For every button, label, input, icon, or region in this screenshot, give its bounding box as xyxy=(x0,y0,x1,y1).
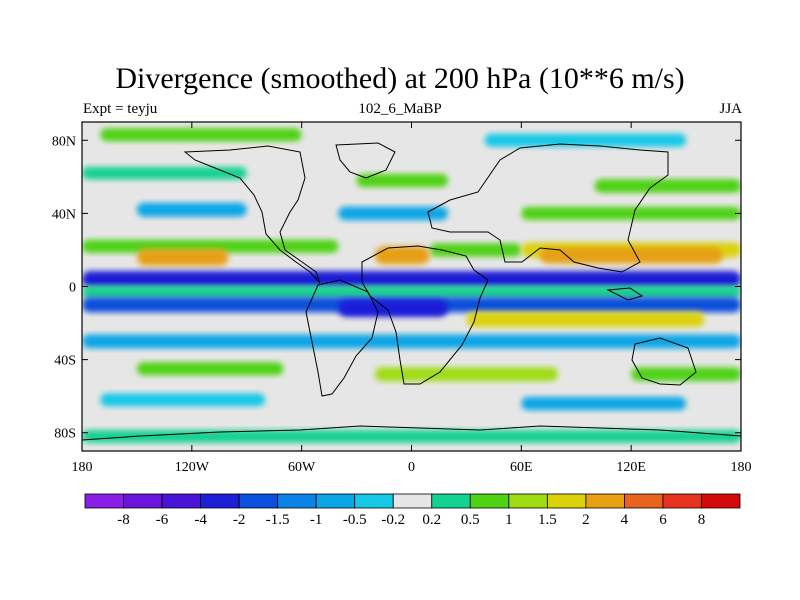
colorbar-label: -1.5 xyxy=(266,512,290,528)
colorbar-swatch xyxy=(392,493,433,509)
divergence-band-22 xyxy=(631,367,741,382)
colorbar-swatch xyxy=(200,493,240,509)
colorbar-swatch xyxy=(277,493,317,509)
colorbar-swatch xyxy=(161,493,201,509)
colorbar-label: 8 xyxy=(698,512,706,528)
colorbar-label: 1.5 xyxy=(538,512,557,528)
experiment-name-label: 102_6_MaBP xyxy=(358,101,442,117)
chart-title: Divergence (smoothed) at 200 hPa (10**6 … xyxy=(115,62,685,95)
divergence-band-9 xyxy=(429,243,522,257)
divergence-band-6 xyxy=(338,206,449,221)
x-tick-label: 120E xyxy=(616,460,646,475)
divergence-band-17 xyxy=(338,299,449,317)
divergence-band-24 xyxy=(521,396,687,411)
colorbar-label: 1 xyxy=(505,512,513,528)
colorbar-label: -4 xyxy=(194,512,207,528)
colorbar-label: 0.2 xyxy=(422,512,441,528)
y-tick-label: 80S xyxy=(54,427,76,442)
coastlines xyxy=(82,142,741,441)
colorbar: -8 -6 -4 -2 -1.5 -1 -0.5 -0.2 0.2 0.5 1 1.5 2 4 6 8 xyxy=(84,493,741,528)
colorbar-label: -0.5 xyxy=(343,512,367,528)
divergence-band-18 xyxy=(466,311,705,327)
y-axis: 80N 40N 0 40S 80S xyxy=(52,134,741,442)
divergence-band-0 xyxy=(100,128,302,142)
experiment-label: Expt = teyju xyxy=(83,101,158,117)
colorbar-label: -2 xyxy=(233,512,246,528)
colorbar-swatch xyxy=(469,493,510,509)
x-tick-label: 0 xyxy=(408,460,415,475)
colorbar-label: -8 xyxy=(117,512,130,528)
colorbar-label: 2 xyxy=(582,512,590,528)
colorbar-swatch xyxy=(315,493,356,509)
divergence-band-12 xyxy=(136,248,229,266)
divergence-band-13 xyxy=(539,247,723,264)
y-tick-label: 0 xyxy=(69,281,76,296)
colorbar-swatch xyxy=(354,493,394,509)
divergence-band-14 xyxy=(82,270,741,288)
y-tick-label: 40N xyxy=(52,207,76,222)
divergence-band-2 xyxy=(82,166,247,180)
colorbar-label: 6 xyxy=(659,512,667,528)
colorbar-swatch xyxy=(585,493,625,509)
divergence-band-4 xyxy=(594,179,741,193)
divergence-band-15 xyxy=(82,285,741,299)
colorbar-swatch xyxy=(662,493,702,509)
divergence-band-3 xyxy=(356,173,449,188)
colorbar-swatch xyxy=(238,493,279,509)
divergence-band-11 xyxy=(374,246,430,265)
colorbar-swatch xyxy=(508,493,548,509)
x-tick-label: 60E xyxy=(510,460,533,475)
colorbar-label: -6 xyxy=(156,512,169,528)
divergence-band-19 xyxy=(82,334,741,349)
divergence-band-20 xyxy=(136,362,284,376)
colorbar-swatch xyxy=(84,493,124,509)
y-tick-label: 80N xyxy=(52,134,76,149)
x-axis: 180 120W 60W 0 60E 120E 180 xyxy=(72,122,752,475)
colorbar-swatch xyxy=(701,493,741,509)
colorbar-swatch xyxy=(431,493,471,509)
colorbar-label: -0.2 xyxy=(381,512,405,528)
y-tick-label: 40S xyxy=(54,354,76,369)
divergence-band-5 xyxy=(136,202,247,217)
x-tick-label: 180 xyxy=(731,460,752,475)
divergence-band-1 xyxy=(484,133,687,147)
colorbar-swatch xyxy=(546,493,587,509)
divergence-band-21 xyxy=(374,367,558,382)
colorbar-label: 4 xyxy=(621,512,629,528)
season-label: JJA xyxy=(719,101,742,117)
divergence-band-25 xyxy=(82,429,741,443)
x-tick-label: 60W xyxy=(288,460,316,475)
colorbar-label: 0.5 xyxy=(461,512,480,528)
x-tick-label: 180 xyxy=(72,460,93,475)
colorbar-label: -1 xyxy=(310,512,323,528)
colorbar-swatch xyxy=(123,493,163,509)
divergence-field xyxy=(82,128,741,443)
divergence-band-23 xyxy=(100,393,266,407)
divergence-band-7 xyxy=(521,206,741,220)
colorbar-swatch xyxy=(624,493,664,509)
x-tick-label: 120W xyxy=(175,460,210,475)
